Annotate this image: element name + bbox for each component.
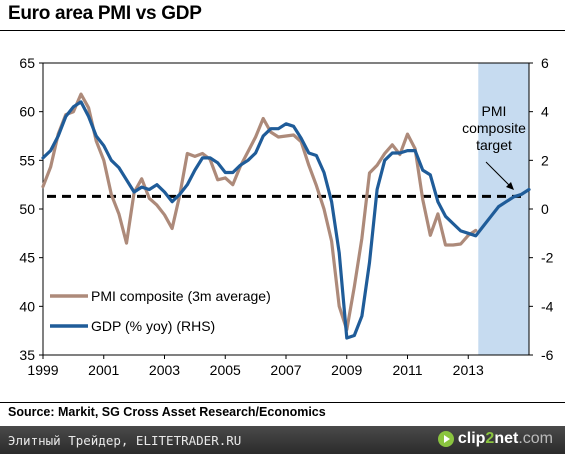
gdp-series-line [41, 100, 531, 340]
x-tick-label: 2011 [392, 362, 422, 378]
y-right-tick-label: -2 [541, 250, 554, 266]
x-tick-label: 2003 [149, 362, 180, 378]
source-note: Source: Markit, SG Cross Asset Research/… [8, 405, 326, 419]
y-left-tick-label: 50 [19, 201, 35, 217]
x-tick-label: 2013 [453, 362, 484, 378]
play-icon [437, 431, 454, 447]
y-right-tick-label: 2 [541, 152, 549, 168]
x-tick-label: 2007 [270, 362, 301, 378]
y-left-tick-label: 65 [19, 55, 35, 71]
y-left-tick-label: 60 [19, 104, 35, 120]
legend-label: GDP (% yoy) (RHS) [91, 318, 215, 334]
y-right-tick-label: -6 [541, 347, 554, 363]
forecast-shading-layer [478, 63, 529, 355]
clip2net-logo[interactable]: clip2net.com [437, 430, 553, 448]
y-left-tick-label: 55 [19, 152, 35, 168]
x-tick-label: 2001 [88, 362, 119, 378]
logo-wordmark: clip2net.com [457, 430, 553, 447]
y-left-tick-label: 40 [19, 298, 35, 314]
annotation-text: target [476, 137, 512, 153]
annotation-arrowhead [506, 182, 514, 190]
y-right-tick-label: 4 [541, 104, 549, 120]
legend-label: PMI composite (3m average) [91, 288, 271, 304]
source-divider [0, 402, 565, 403]
x-tick-label: 2005 [210, 362, 241, 378]
annotation-arrow [485, 161, 512, 188]
chart-title: Euro area PMI vs GDP [8, 3, 202, 24]
y-right-tick-label: 0 [541, 201, 549, 217]
pmi-series-line [41, 92, 478, 332]
legend-layer: PMI composite (3m average) GDP (% yoy) (R… [50, 288, 271, 334]
axis-labels-layer: 1999 2001 2003 2005 2007 2009 2011 201335404550… [19, 55, 553, 378]
chart-plot: 1999 2001 2003 2005 2007 2009 2011 201335404550… [19, 55, 553, 378]
footer-bar: Элитный Трейдер, ELITETRADER.RU clip2net… [0, 426, 565, 454]
y-left-tick-label: 45 [19, 250, 35, 266]
y-left-tick-label: 35 [19, 347, 35, 363]
x-tick-label: 2009 [331, 362, 362, 378]
title-divider [0, 30, 565, 31]
footer-text: Элитный Трейдер, ELITETRADER.RU [8, 433, 242, 448]
annotation-text: PMI [482, 103, 507, 119]
y-right-tick-label: -4 [541, 298, 554, 314]
forecast-shaded-region [478, 63, 529, 355]
plot-frame-layer [39, 62, 533, 359]
x-tick-label: 1999 [27, 362, 58, 378]
series-layer [41, 92, 531, 340]
y-right-tick-label: 6 [541, 55, 549, 71]
annotation-text: composite [462, 120, 526, 136]
